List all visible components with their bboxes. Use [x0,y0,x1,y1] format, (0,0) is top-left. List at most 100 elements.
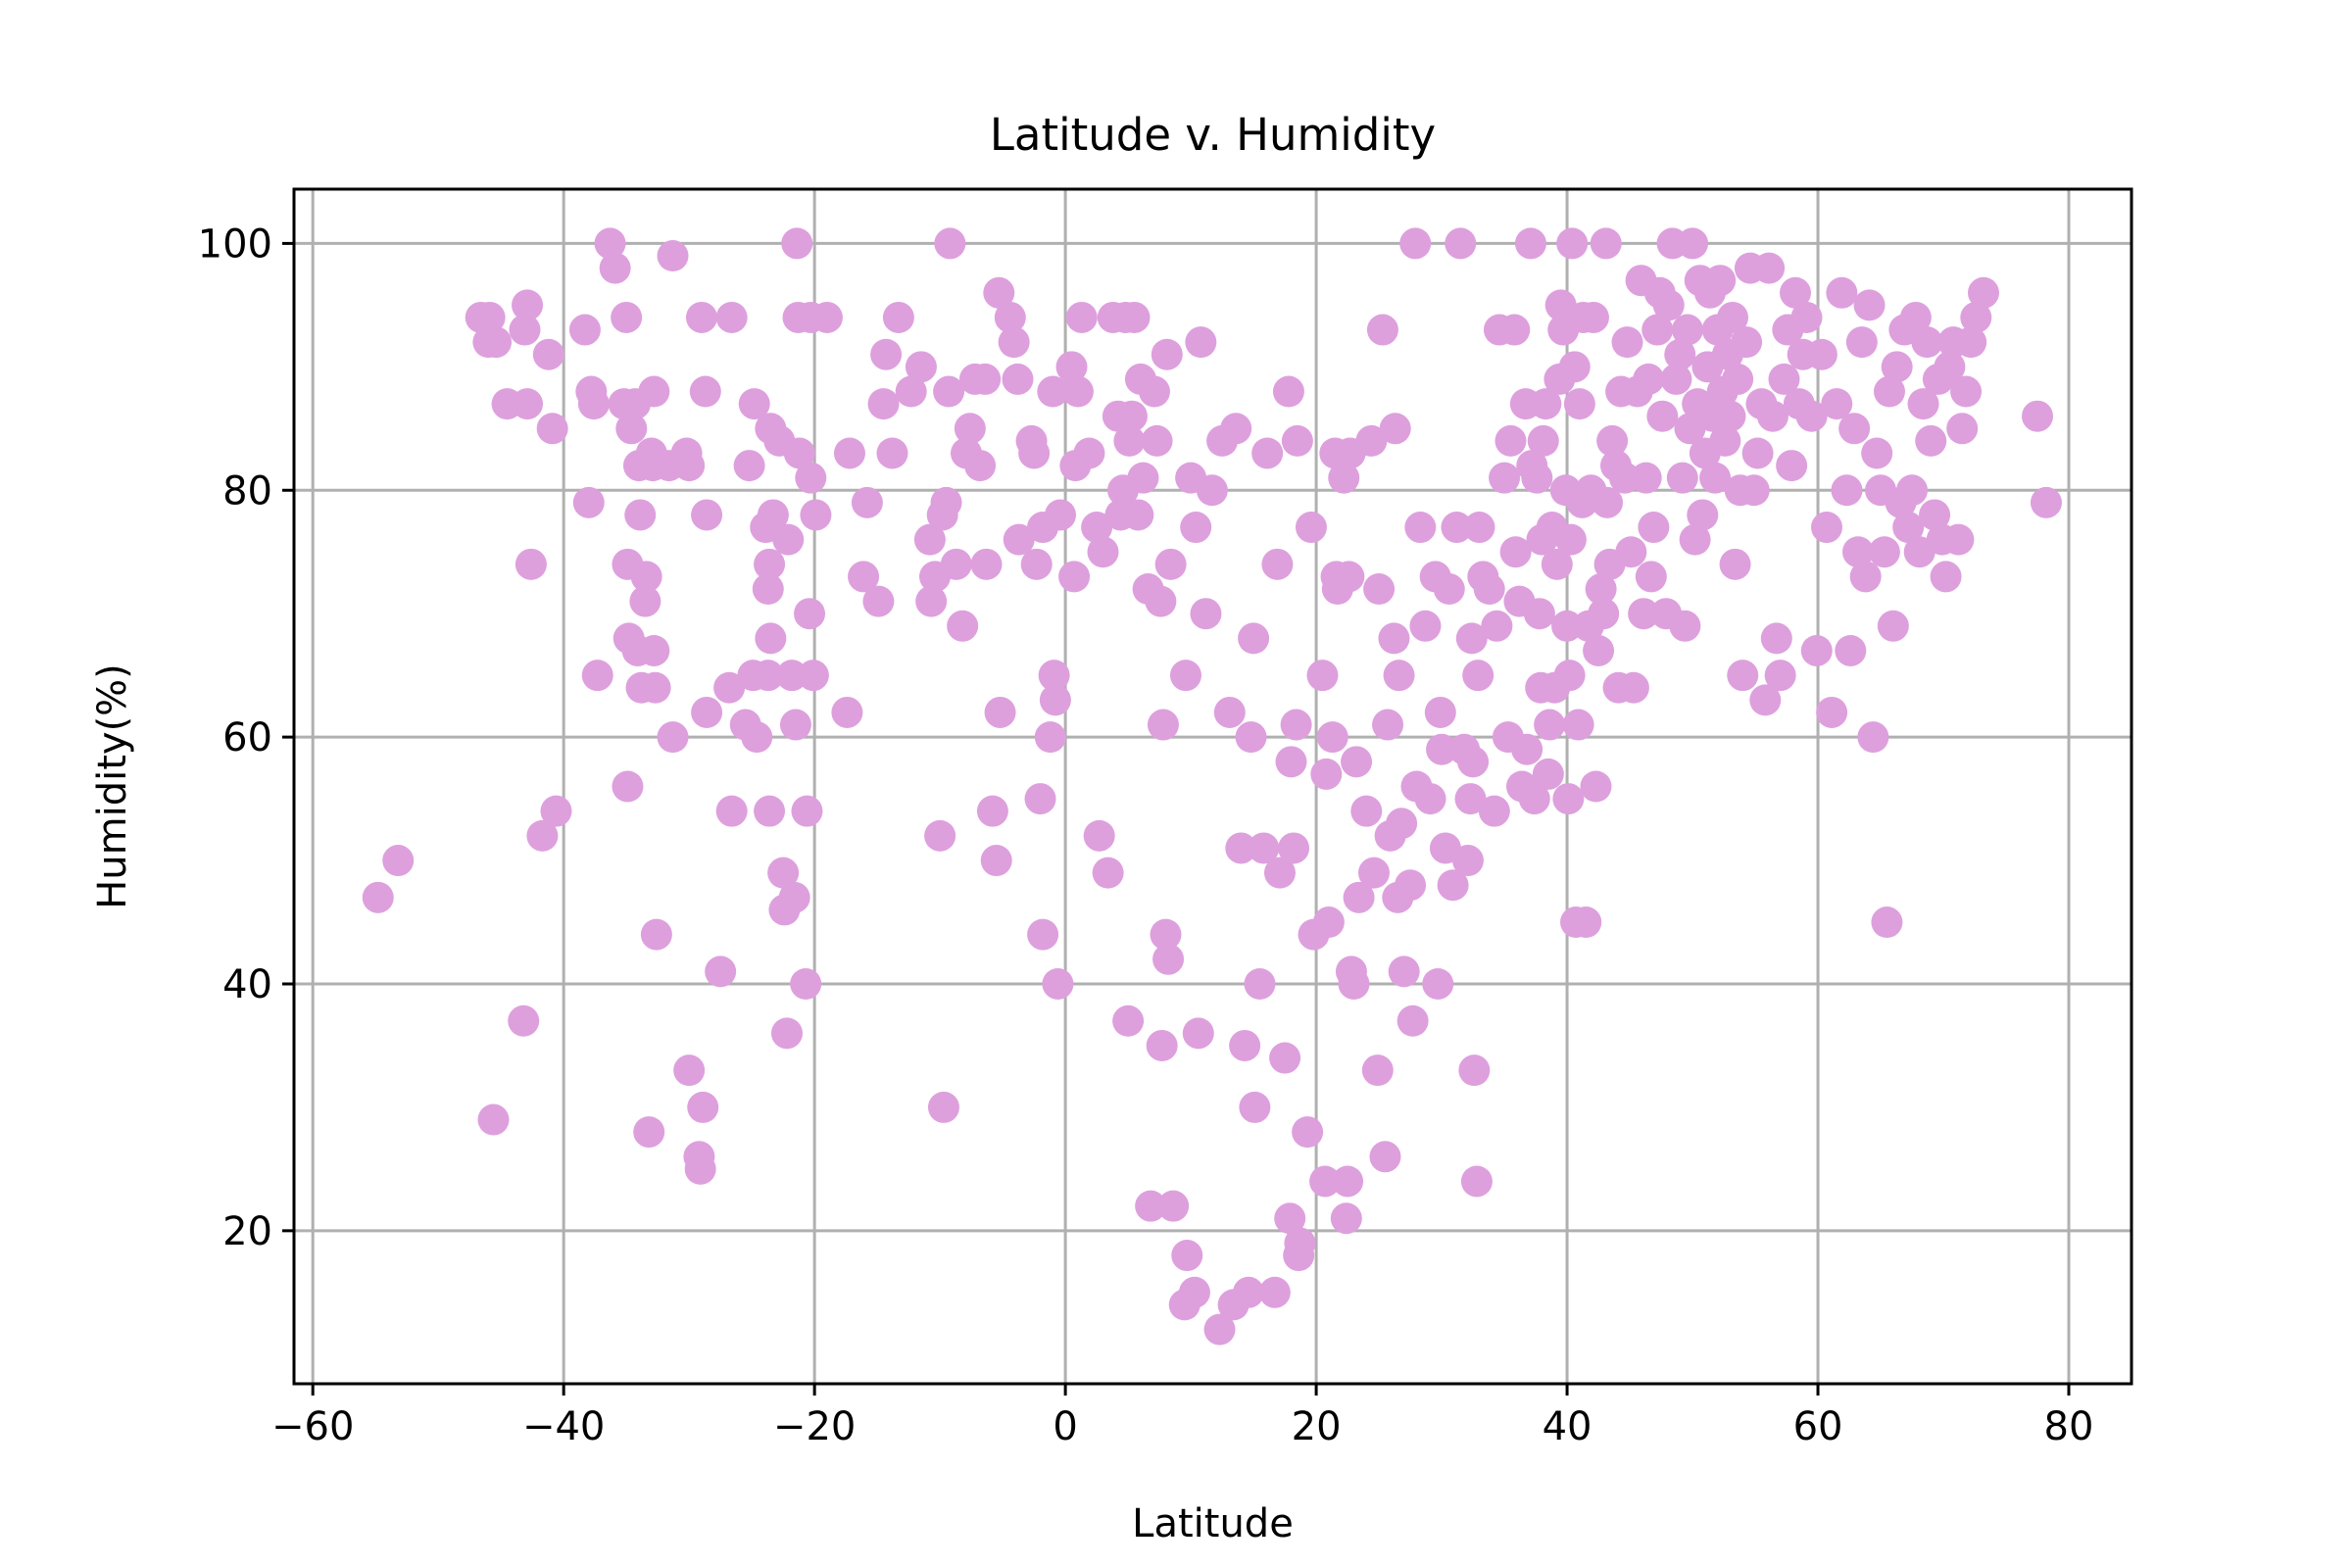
y-tick-label: 60 [222,715,272,760]
data-point [536,413,568,445]
data-point [473,301,506,333]
data-point [1190,598,1222,630]
data-point [800,499,832,531]
data-point [1455,622,1488,655]
data-point [1630,462,1662,494]
data-point [1660,363,1692,395]
data-point [755,622,787,655]
data-point [1281,424,1313,457]
data-point [512,289,544,321]
data-point [1171,1240,1203,1272]
data-point [1588,598,1620,630]
data-point [638,375,670,408]
data-point [1138,375,1170,408]
data-point [1422,967,1454,1000]
data-point [1278,832,1310,864]
data-point [984,696,1016,728]
data-point [1738,474,1770,507]
data-point [512,388,544,420]
data-point [640,918,672,951]
data-point [629,585,662,617]
data-point [1372,709,1404,741]
data-point [1704,265,1737,297]
data-point [851,486,883,518]
y-tick-label: 80 [222,468,272,514]
data-point [1042,967,1074,1000]
data-point [2030,486,2062,518]
data-point [1717,301,1749,333]
data-point [1037,375,1069,408]
data-point [1892,512,1925,544]
data-point [1570,906,1602,939]
data-point [1805,338,1838,370]
data-point [1258,1276,1291,1308]
y-axis-label: Humidity(%) [90,663,135,909]
x-tick-label: −40 [522,1404,605,1449]
y-tick-label: 40 [222,962,272,1007]
data-point [1383,660,1415,692]
data-point [1873,375,1905,408]
data-point [998,326,1030,359]
data-point [1699,462,1732,494]
data-point [862,585,895,617]
data-point [581,660,613,692]
data-point [1776,450,1808,482]
data-point [1433,573,1465,606]
data-point [1709,424,1741,457]
data-point [1203,1313,1236,1346]
data-point [1463,512,1495,544]
data-point [1714,400,1746,432]
data-point [1930,561,1962,593]
data-point [1151,338,1183,370]
data-point [994,301,1026,333]
data-point [1590,227,1622,260]
data-point [705,956,737,988]
data-point [1596,424,1629,457]
data-point [1312,906,1345,939]
data-point [1027,918,1059,951]
data-point [1146,1029,1178,1061]
plot-frame [292,187,2133,1386]
data-point [1024,783,1056,815]
data-point [1831,474,1863,507]
data-point [1378,622,1410,655]
data-point [1154,548,1187,580]
data-point [638,634,670,666]
data-point [1330,1202,1362,1235]
data-point [1357,857,1390,889]
data-point [1753,252,1786,284]
data-point [1896,474,1929,507]
data-point [1617,671,1649,704]
data-point [684,1152,716,1185]
data-point [1810,512,1842,544]
data-point [781,227,813,260]
data-point [1058,561,1091,593]
data-point [778,881,810,913]
data-point [532,338,564,370]
data-point [1020,548,1053,580]
data-point [540,795,572,827]
data-point [1003,523,1035,556]
data-point [1343,881,1375,913]
data-point [1038,660,1070,692]
data-point [1553,660,1586,692]
data-point [630,561,662,593]
data-point [1646,400,1679,432]
data-point [689,375,721,408]
data-point [791,795,823,827]
data-point [1611,326,1643,359]
data-point [382,845,415,877]
data-point [738,388,770,420]
data-point [691,499,723,531]
data-point [1967,276,1999,309]
data-point [1065,301,1098,333]
data-point [1409,610,1442,642]
x-tick-label: 0 [1053,1404,1077,1449]
data-point [1849,561,1882,593]
data-point [1635,561,1667,593]
data-point [905,351,937,383]
data-point [611,301,643,333]
data-point [752,573,784,606]
